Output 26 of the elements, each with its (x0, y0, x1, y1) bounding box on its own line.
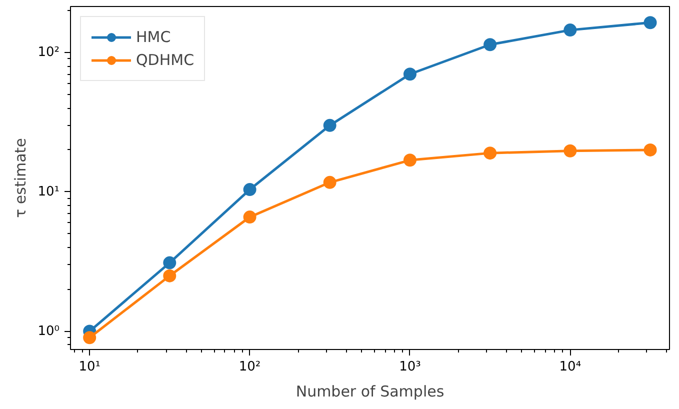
point (564, 24, 577, 37)
point (163, 256, 176, 270)
y-tick-label: 10⁰ (38, 324, 60, 339)
y-tick-label: 10² (38, 45, 60, 60)
point (403, 154, 416, 167)
x-tick-label: 10³ (399, 360, 421, 374)
point (484, 146, 497, 160)
point (403, 68, 416, 81)
x-axis-title: Number of Samples (296, 382, 444, 400)
point (484, 38, 497, 52)
point (163, 269, 176, 282)
point (83, 331, 96, 344)
point (644, 16, 657, 30)
point (323, 176, 336, 189)
point (243, 210, 256, 224)
x-tick-label: 10⁴ (559, 360, 582, 374)
legend-label: QDHMC (136, 51, 194, 69)
x-tick-label: 10² (238, 360, 261, 374)
point (323, 118, 336, 132)
y-axis-title: τ estimate (12, 138, 30, 218)
point (243, 183, 256, 196)
y-tick-label: 10¹ (38, 184, 60, 200)
x-tick-label: 10¹ (78, 360, 100, 374)
legend-label: HMC (136, 28, 171, 46)
point (564, 144, 577, 158)
point (644, 143, 657, 156)
